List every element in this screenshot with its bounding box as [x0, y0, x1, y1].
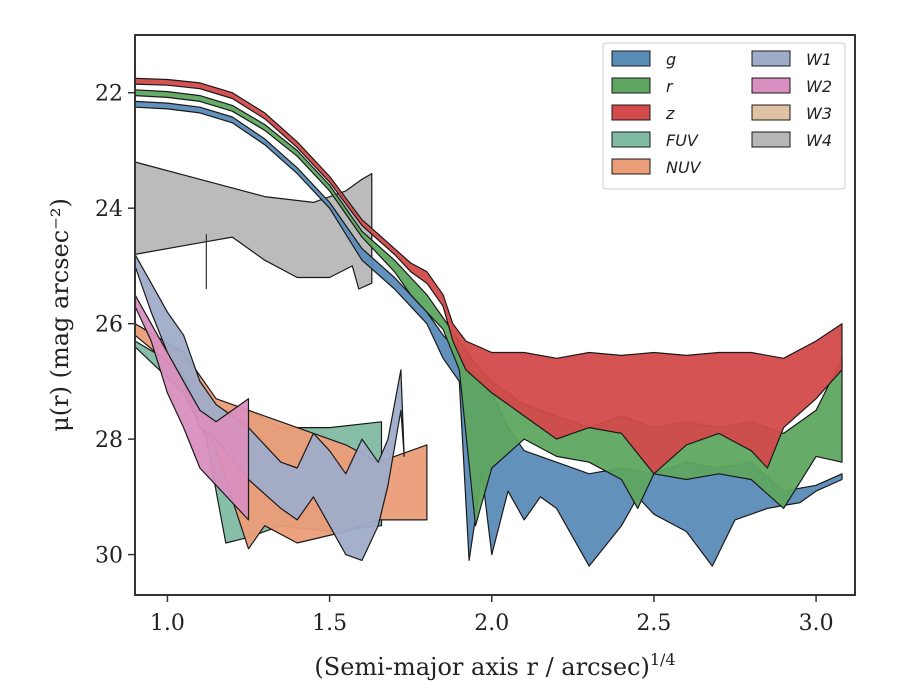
legend-label-w4: W4 — [806, 131, 832, 150]
x-tick-label: 1.5 — [312, 611, 347, 636]
legend-swatch-nuv — [611, 158, 651, 175]
legend-swatch-fuv — [611, 131, 651, 148]
band-w4 — [134, 161, 373, 290]
plot-frame — [134, 34, 856, 596]
x-tick-label: 1.0 — [150, 611, 185, 636]
legend-swatch-z — [611, 104, 651, 121]
legend-swatch-w1 — [751, 50, 791, 67]
legend-swatch-r — [611, 77, 651, 94]
band-z — [134, 77, 843, 475]
y-tick-label: 26 — [95, 313, 123, 338]
x-axis-title-superscript: 1/4 — [650, 650, 676, 669]
x-tick-label: 2.0 — [474, 611, 509, 636]
y-axis-title: μ(r) (mag arcsec⁻²) — [46, 198, 74, 432]
legend-label-w1: W1 — [806, 50, 832, 69]
y-tick-label: 30 — [95, 544, 123, 569]
y-axis-ticks: 22 24 26 28 30 — [95, 82, 135, 569]
legend-label-r: r — [666, 77, 674, 96]
legend-label-g: g — [666, 50, 676, 69]
x-axis-title-text: (Semi-major axis r / arcsec) — [314, 653, 649, 681]
legend-label-z: z — [665, 104, 675, 123]
x-tick-label: 3.0 — [799, 611, 834, 636]
legend-label-w3: W3 — [806, 104, 832, 123]
chart-areas — [134, 77, 843, 567]
y-tick-label: 28 — [95, 428, 123, 453]
band-r — [134, 89, 843, 527]
x-axis-ticks: 1.0 1.5 2.0 2.5 3.0 — [150, 595, 834, 636]
y-tick-label: 24 — [95, 197, 123, 222]
legend-label-nuv: NUV — [666, 158, 702, 177]
legend-swatch-w2 — [751, 77, 791, 94]
x-tick-label: 2.5 — [636, 611, 671, 636]
y-tick-label: 22 — [95, 82, 123, 107]
band-w2 — [134, 294, 250, 521]
legend: grz FUV NUV W1 W2 W3 W4 — [602, 42, 846, 190]
legend-swatch-w3 — [751, 104, 791, 121]
legend-label-w2: W2 — [806, 77, 832, 96]
legend-swatch-w4 — [751, 131, 791, 148]
x-axis-title: (Semi-major axis r / arcsec)1/4 — [314, 650, 675, 681]
legend-swatch-g — [611, 50, 651, 67]
legend-label-fuv: FUV — [666, 131, 699, 150]
